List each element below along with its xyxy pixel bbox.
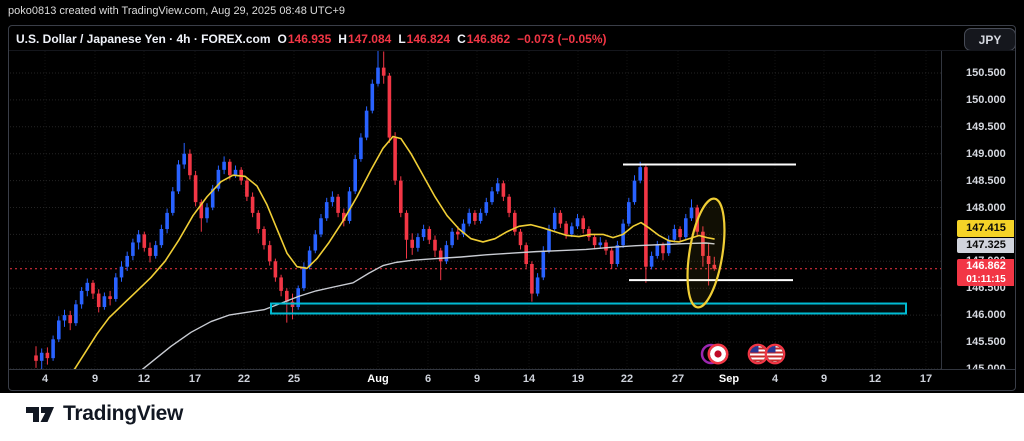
low-label: L (398, 32, 406, 46)
price-tick-label: 145.000 (966, 362, 1006, 369)
symbol-header: U.S. Dollar / Japanese Yen · 4h · FOREX.… (16, 30, 607, 48)
time-tick-label: Aug (367, 373, 389, 385)
time-tick-label: 25 (287, 373, 301, 385)
time-tick-label: 17 (188, 373, 202, 385)
last-price-label: 146.862 01:11:15 (957, 259, 1014, 286)
chart-canvas[interactable] (10, 51, 941, 369)
price-tick-label: 148.000 (966, 201, 1006, 214)
currency-button[interactable]: JPY (964, 28, 1015, 51)
price-tick-label: 150.500 (966, 67, 1006, 79)
time-tick-label: 12 (137, 373, 151, 385)
watermark: poko0813 created with TradingView.com, A… (8, 5, 346, 17)
time-tick-label: 14 (522, 373, 536, 385)
grid (10, 51, 941, 369)
time-tick-label: 12 (868, 373, 882, 385)
ma-slow-price-label: 147.325 (957, 238, 1014, 253)
support-zone-rect[interactable] (270, 302, 907, 315)
ellipse-highlight[interactable] (681, 196, 731, 310)
candlestick-series (34, 51, 717, 369)
time-tick-label: 9 (820, 373, 828, 385)
high-label: H (338, 32, 347, 46)
tradingview-logo-text: TradingView (63, 402, 184, 425)
time-tick-label: 22 (620, 373, 634, 385)
close-value: 146.862 (466, 32, 511, 46)
tradingview-logo-icon (26, 407, 54, 422)
time-tick-label: 22 (237, 373, 251, 385)
price-tick-label: 149.000 (966, 147, 1006, 160)
header-separator (9, 50, 1015, 51)
time-tick-label: 27 (671, 373, 685, 385)
time-tick-label: Sep (718, 373, 740, 385)
time-axis-separator (9, 369, 1015, 370)
time-tick-label: 9 (91, 373, 99, 385)
ma-slow-line (141, 242, 715, 369)
low-value: 146.824 (406, 32, 451, 46)
ma-fast-price-label: 147.415 (957, 220, 1014, 237)
high-value: 147.084 (347, 32, 392, 46)
symbol-title: U.S. Dollar / Japanese Yen · 4h · FOREX.… (16, 32, 271, 46)
chart-widget: U.S. Dollar / Japanese Yen · 4h · FOREX.… (8, 25, 1016, 391)
time-tick-label: 17 (919, 373, 933, 385)
price-tick-label: 148.500 (966, 174, 1006, 187)
close-label: C (457, 32, 466, 46)
price-axis[interactable]: 145.000145.500146.000146.500147.000147.5… (942, 51, 1014, 369)
last-price-value: 146.862 (966, 260, 1006, 272)
open-label: O (277, 32, 287, 46)
time-tick-label: 9 (473, 373, 481, 385)
change-value: −0.073 (−0.05%) (517, 32, 607, 46)
time-axis[interactable]: 4 9 12 17 22 25 Aug 6 9 14 19 22 27 Sep 4 9 12 17 (10, 370, 941, 390)
time-tick-label: 4 (41, 373, 49, 385)
time-tick-label: 6 (424, 373, 432, 385)
price-axis-separator (941, 51, 942, 369)
time-tick-label: 4 (771, 373, 779, 385)
time-tick-label: 19 (571, 373, 585, 385)
price-tick-label: 146.000 (966, 309, 1006, 322)
us-flag-event-icon[interactable] (764, 343, 786, 365)
bar-countdown: 01:11:15 (966, 274, 1006, 285)
price-tick-label: 150.000 (966, 93, 1006, 106)
tradingview-logo[interactable]: TradingView (25, 402, 183, 426)
open-value: 146.935 (287, 32, 332, 46)
ma-fast-line (73, 135, 715, 369)
us-flag-event-icon[interactable] (747, 343, 769, 365)
price-tick-label: 149.500 (966, 120, 1006, 133)
price-tick-label: 145.500 (966, 336, 1006, 348)
japan-flag-event-icon[interactable] (700, 343, 729, 365)
